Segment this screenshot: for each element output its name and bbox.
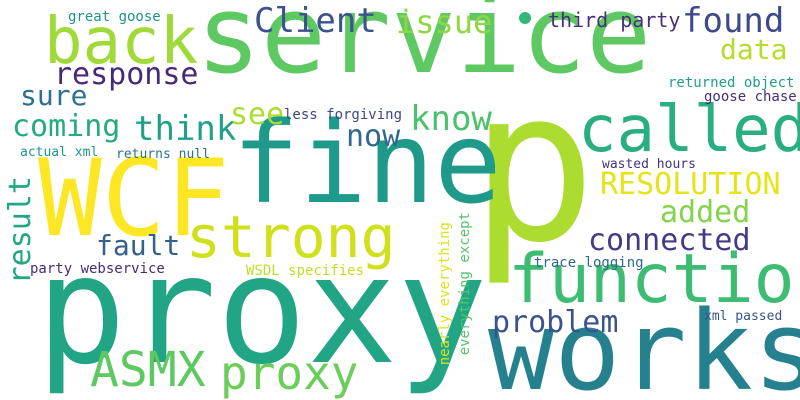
word-added: added [660, 195, 751, 230]
word-issue: issue [396, 3, 493, 41]
word-fine: fine [232, 99, 502, 229]
word-function: function [508, 240, 800, 319]
word-see: see [230, 97, 285, 132]
word-returns-null: returns null [116, 147, 210, 162]
word-know: know [410, 99, 492, 139]
word-asmx: ASMX [90, 342, 206, 398]
word-third-party: third party [548, 8, 681, 32]
word-result: problem [492, 305, 619, 340]
word-now: now [346, 119, 401, 154]
word-wasted-hours: wasted hours [602, 157, 696, 172]
word-actual-xml: actual xml [20, 145, 99, 160]
word-p: p [470, 44, 597, 289]
word-wsdl-specifies: WSDL specifies [246, 263, 365, 279]
word-great-goose: great goose [68, 9, 161, 25]
word-nearly-everything: nearly everything [437, 222, 453, 366]
word-trace-logging: trace logging [534, 255, 644, 271]
word-everything-except: everything except [457, 212, 473, 356]
word-data: data [720, 33, 788, 66]
word-sure: sure [20, 79, 88, 112]
word-proxy-large: proxy [36, 224, 488, 398]
word-client: Client [254, 1, 377, 41]
word-connected: connected [588, 223, 751, 258]
word-less-forgiving: less forgiving [284, 107, 403, 123]
word-wcf: WCF [38, 137, 230, 260]
word-coming: coming [12, 109, 121, 144]
word-proxy-small: proxy [220, 346, 359, 400]
word-fault: fault [96, 229, 181, 262]
word-resolution: RESOLUTION [600, 167, 781, 202]
word-returned-object: returned object [668, 75, 795, 91]
word-back: back [44, 5, 199, 79]
word-xml-passed: xml passed [704, 309, 783, 324]
word-response: response [54, 57, 199, 92]
word-party-webservice: party webservice [30, 261, 165, 277]
word-goose-chase: goose chase [704, 89, 797, 105]
dot-mark [519, 12, 531, 24]
word-service: service [196, 0, 652, 98]
word-called: called [578, 93, 800, 167]
word-think: think [134, 109, 237, 149]
word-strong: strong [186, 203, 396, 271]
word-works: works [488, 287, 800, 400]
word-found: found [682, 1, 785, 41]
